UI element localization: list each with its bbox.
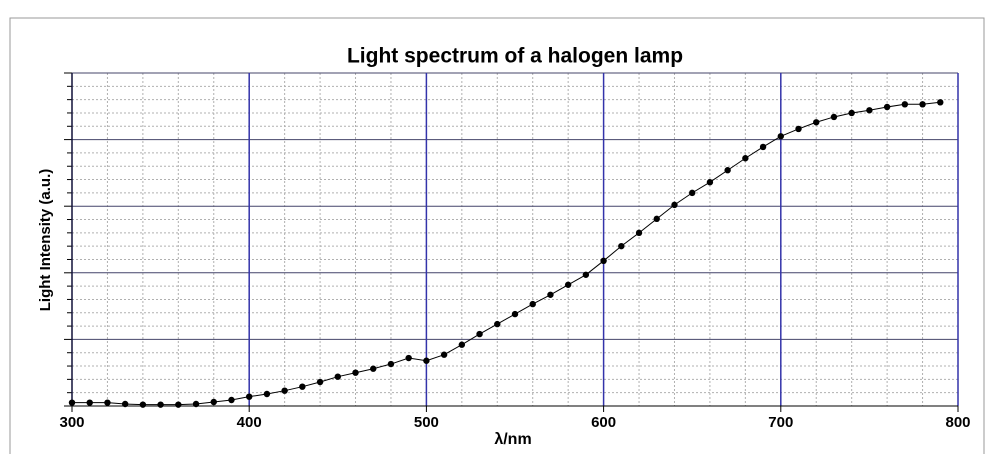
data-point bbox=[582, 271, 590, 278]
data-point bbox=[547, 291, 554, 298]
data-point bbox=[281, 387, 288, 394]
data-point bbox=[334, 373, 341, 380]
x-tick-label: 800 bbox=[945, 414, 970, 431]
data-point bbox=[689, 189, 696, 197]
data-point bbox=[352, 369, 359, 376]
data-point bbox=[866, 107, 873, 114]
data-point bbox=[813, 119, 820, 126]
data-point bbox=[564, 281, 572, 288]
data-point bbox=[299, 383, 306, 390]
data-point bbox=[370, 365, 377, 372]
data-point bbox=[157, 401, 164, 408]
x-tick-label: 400 bbox=[237, 414, 262, 431]
data-point bbox=[263, 390, 271, 398]
data-point bbox=[405, 354, 412, 362]
data-point bbox=[937, 99, 944, 106]
data-point bbox=[440, 351, 448, 358]
data-point bbox=[387, 360, 395, 368]
window-frame bbox=[9, 17, 985, 454]
data-point bbox=[68, 399, 76, 406]
data-point bbox=[423, 357, 430, 364]
data-point bbox=[86, 399, 93, 406]
data-point bbox=[671, 201, 678, 209]
x-tick-label: 700 bbox=[768, 414, 793, 431]
data-point bbox=[121, 400, 129, 408]
data-point bbox=[192, 400, 200, 408]
x-axis-label: λ/nm bbox=[494, 431, 531, 448]
x-tick-label: 600 bbox=[591, 414, 616, 431]
data-point bbox=[316, 378, 324, 386]
data-point bbox=[883, 103, 891, 111]
data-point bbox=[476, 330, 483, 338]
data-point bbox=[104, 399, 111, 406]
data-point bbox=[706, 179, 714, 186]
data-point bbox=[529, 300, 536, 308]
data-point bbox=[724, 167, 731, 174]
data-point bbox=[742, 155, 749, 162]
data-point bbox=[635, 229, 643, 237]
data-point bbox=[494, 320, 501, 328]
y-axis-label: Light Intensity (a.u.) bbox=[37, 169, 54, 312]
data-point bbox=[600, 257, 607, 265]
data-point bbox=[175, 401, 182, 408]
data-point bbox=[618, 242, 625, 250]
x-tick-label: 500 bbox=[414, 414, 439, 431]
data-point bbox=[228, 396, 235, 404]
data-point bbox=[830, 113, 838, 121]
data-point bbox=[246, 393, 253, 400]
data-point bbox=[919, 101, 926, 108]
data-point bbox=[848, 109, 855, 117]
data-point bbox=[795, 125, 802, 133]
data-point bbox=[139, 401, 147, 408]
data-line bbox=[72, 101, 941, 406]
chart-title: Light spectrum of a halogen lamp bbox=[347, 45, 683, 68]
data-point bbox=[458, 341, 466, 348]
data-point bbox=[653, 215, 660, 223]
data-point bbox=[777, 133, 784, 140]
data-point bbox=[210, 398, 217, 406]
x-tick-label: 300 bbox=[59, 414, 84, 431]
data-point bbox=[901, 101, 909, 108]
data-point bbox=[759, 143, 767, 151]
data-point bbox=[511, 310, 519, 318]
